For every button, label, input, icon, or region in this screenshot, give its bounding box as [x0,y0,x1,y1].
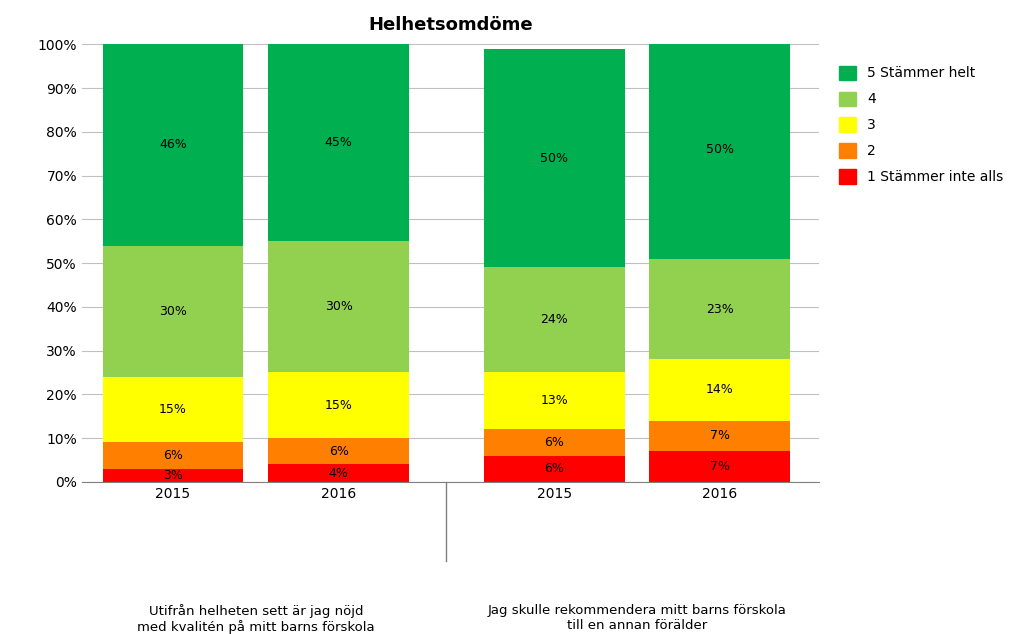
Bar [102,245,244,377]
Bar [483,49,625,268]
Text: 13%: 13% [541,394,568,408]
Text: 6%: 6% [544,436,564,449]
Bar [268,464,410,482]
Bar [268,373,410,438]
Text: 30%: 30% [325,301,352,313]
Text: 14%: 14% [706,384,733,396]
Bar [268,438,410,464]
Text: 6%: 6% [544,462,564,476]
Bar [649,420,791,451]
Bar [483,268,625,373]
Bar [268,242,410,373]
Text: 15%: 15% [159,403,187,416]
Text: 24%: 24% [541,313,568,327]
Text: 50%: 50% [706,143,734,156]
Text: 46%: 46% [159,138,187,152]
Bar [102,469,244,482]
Text: 15%: 15% [325,399,352,412]
Bar [102,377,244,443]
Text: 6%: 6% [163,449,183,462]
Bar [483,373,625,429]
Text: 4%: 4% [329,467,348,479]
Bar [268,44,410,241]
Bar [483,429,625,456]
Text: 3%: 3% [163,469,183,482]
Text: Jag skulle rekommendera mitt barns förskola
till en annan förälder: Jag skulle rekommendera mitt barns försk… [487,604,786,632]
Bar [102,443,244,469]
Text: Utifrån helheten sett är jag nöjd
med kvalitén på mitt barns förskola: Utifrån helheten sett är jag nöjd med kv… [137,604,375,634]
Bar [102,44,244,245]
Legend: 5 Stämmer helt, 4, 3, 2, 1 Stämmer inte alls: 5 Stämmer helt, 4, 3, 2, 1 Stämmer inte … [834,60,1009,190]
Bar [649,40,791,259]
Text: 7%: 7% [710,460,730,473]
Text: 30%: 30% [159,305,187,318]
Title: Helhetsomdöme: Helhetsomdöme [369,16,532,34]
Text: 7%: 7% [710,429,730,443]
Bar [649,451,791,482]
Bar [649,359,791,420]
Text: 23%: 23% [706,302,733,316]
Text: 45%: 45% [325,136,352,150]
Bar [649,259,791,359]
Text: 6%: 6% [329,444,348,458]
Text: 50%: 50% [540,152,568,165]
Bar [483,456,625,482]
